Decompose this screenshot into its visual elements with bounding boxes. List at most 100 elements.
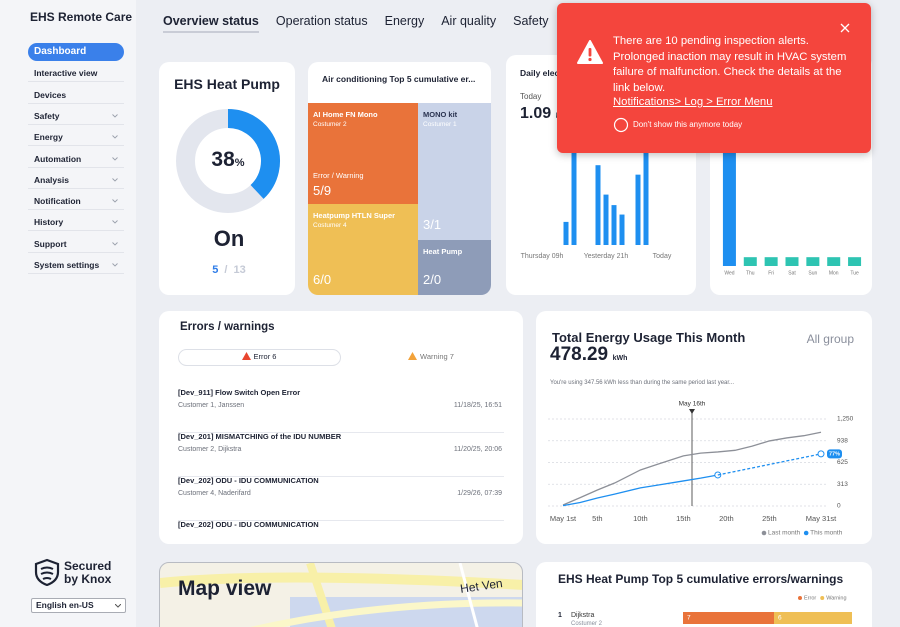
chevron <box>112 220 118 225</box>
legend-dot <box>761 530 767 536</box>
toast-link[interactable]: Notifications> Log > Error Menu <box>613 96 773 108</box>
menu-label: Automation <box>34 153 82 164</box>
tab[interactable]: Safety <box>513 14 549 28</box>
bar <box>848 257 862 266</box>
cell-customer: Costumer 2 <box>313 121 347 128</box>
x-tick-label: May 31st <box>806 514 837 523</box>
chevron-path <box>112 241 118 246</box>
tab[interactable]: Operation status <box>275 14 368 28</box>
error-tab[interactable]: Warning 7 <box>391 352 471 361</box>
tab[interactable]: Air quality <box>441 14 497 28</box>
energy-note: You're using 347.56 kWh less than during… <box>550 380 735 386</box>
menu-label: Interactive view <box>34 68 98 79</box>
end-marker <box>817 450 825 458</box>
chevron-path <box>112 156 118 161</box>
cell-customer: Costumer 1 <box>423 121 457 128</box>
menu-label: History <box>34 217 64 228</box>
error-title: [Dev_202] ODU - IDU COMMUNICATION <box>178 520 319 529</box>
x-tick-label: Thursday 09h <box>521 253 564 260</box>
close-button[interactable] <box>840 23 850 33</box>
top5-chart: Dijkstra 7 6 Error Warning <box>571 595 852 624</box>
tab[interactable]: Overview status <box>163 14 259 33</box>
menu-item[interactable]: Energy <box>28 128 124 147</box>
menu-item[interactable]: Safety <box>28 107 124 125</box>
errors-card: Errors / warnings Error 6 Warning 7 [Dev_9… <box>159 311 523 544</box>
error-customer: Customer 2, Dijkstra <box>178 446 242 453</box>
menu-item[interactable]: Interactive view <box>28 64 124 83</box>
menu-item[interactable]: Dashboard <box>28 43 124 61</box>
legend-label: This month <box>810 530 843 537</box>
bar <box>603 194 609 245</box>
chevron <box>112 135 118 139</box>
error-tab[interactable]: Error 6 <box>219 352 299 361</box>
chevron <box>112 263 118 267</box>
menu-item[interactable]: System settings <box>28 256 124 274</box>
y-tick-label: 938 <box>837 437 848 444</box>
menu-item[interactable]: Notification <box>28 192 124 211</box>
error-item[interactable]: [Dev_202] ODU - IDU COMMUNICATION Custome… <box>178 476 504 521</box>
treemap-cell[interactable]: AI Home FN Mono Costumer 2 Error / Warni… <box>308 103 418 204</box>
menu-item[interactable]: History <box>28 213 124 232</box>
map-card[interactable]: Map view Het Ven <box>159 562 523 627</box>
total-count: 13 <box>233 264 246 276</box>
bar <box>722 140 736 266</box>
today-label: Today <box>520 92 542 101</box>
separator: / <box>224 264 228 276</box>
checkbox-label: Don't show this anymore today <box>633 120 743 129</box>
legend-dot <box>820 596 825 600</box>
menu-item[interactable]: Automation <box>28 150 124 168</box>
error-item[interactable]: [Dev_201] MISMATCHING of the IDU NUMBER C… <box>178 432 504 477</box>
knox-logo <box>34 558 60 586</box>
menu-item[interactable]: Devices <box>28 86 124 104</box>
counts: 5 / 13 <box>159 264 295 276</box>
cell-value: 6/0 <box>313 272 332 287</box>
error-item[interactable]: [Dev_911] Flow Switch Open Error Customer… <box>178 388 504 433</box>
scope[interactable]: All group <box>806 332 854 346</box>
alert-toast: There are 10 pending inspection alerts. … <box>557 3 871 153</box>
language-select[interactable]: English en-US <box>31 598 126 613</box>
bar-segment <box>774 612 852 624</box>
error-title: [Dev_202] ODU - IDU COMMUNICATION <box>178 476 319 485</box>
tab-icon <box>241 352 251 360</box>
toast-message: There are 10 pending inspection alerts. … <box>613 35 847 94</box>
checkbox[interactable] <box>613 117 629 133</box>
card-title: EHS Heat Pump <box>174 76 280 92</box>
total-value: 478.29 <box>550 344 609 365</box>
tab[interactable]: Energy <box>384 14 425 28</box>
treemap-cell[interactable]: Heatpump HTLN Super Costumer 4 6/0 <box>308 204 418 295</box>
annotation-label: May 16th <box>679 401 706 408</box>
x-tick-label: 25th <box>762 514 777 523</box>
legend-label: Last month <box>768 530 801 537</box>
total-unit: kWh <box>612 355 628 362</box>
cell-name: MONO kit <box>423 110 458 119</box>
menu-item[interactable]: Analysis <box>28 171 124 189</box>
x-tick-label: Yesterday 21h <box>584 253 629 260</box>
legend-label: Error <box>804 595 816 601</box>
treemap-cell[interactable]: Heat Pump 2/0 <box>418 240 491 295</box>
error-item[interactable]: [Dev_202] ODU - IDU COMMUNICATION <box>178 520 504 544</box>
annotation-marker <box>689 409 695 414</box>
menu-item[interactable]: Support <box>28 235 124 253</box>
menu-label: Dashboard <box>34 46 87 57</box>
error-title: [Dev_201] MISMATCHING of the IDU NUMBER <box>178 432 342 441</box>
series-line <box>562 474 718 507</box>
daily-chart: Thursday 09h Yesterday 21h Today <box>521 150 672 260</box>
percent-value: 38 <box>211 148 235 171</box>
x-tick-label: Sun <box>808 270 817 276</box>
error-customer: Customer 4, Naderifard <box>178 490 251 497</box>
sidebar: EHS Remote Care Dashboard Interactive vie… <box>0 0 136 627</box>
knox-line: Secured <box>64 559 112 573</box>
menu-label: Devices <box>34 89 67 100</box>
chevron <box>112 199 118 203</box>
treemap-cell[interactable]: MONO kit Costumer 1 3/1 <box>418 103 491 240</box>
card-title: Errors / warnings <box>180 321 275 333</box>
x-tick-label: May 1st <box>550 514 577 523</box>
menu-label: Support <box>34 238 67 249</box>
error-customer: Customer 1, Janssen <box>178 402 245 409</box>
bar-segment <box>683 612 774 624</box>
cell-customer: Costumer 4 <box>313 222 347 229</box>
menu-label: Notification <box>34 196 81 207</box>
tab-icon-shape <box>408 352 418 360</box>
tab-label: Error <box>253 352 271 361</box>
